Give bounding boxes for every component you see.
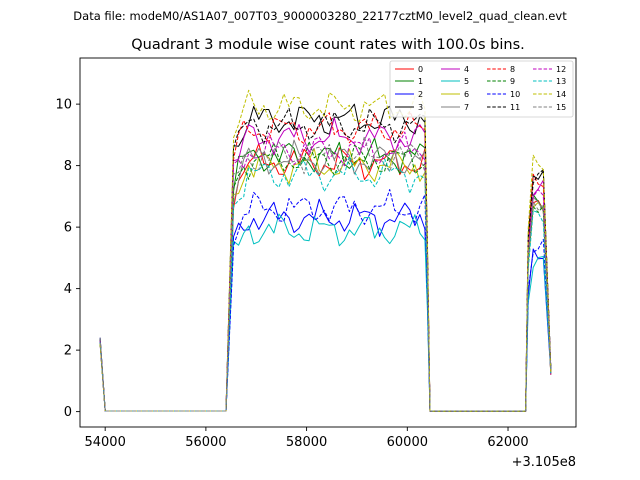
y-tick-label: 2 <box>64 344 72 359</box>
legend-label-13: 13 <box>556 77 566 86</box>
y-tick-label: 0 <box>64 405 72 420</box>
legend-frame <box>389 60 574 118</box>
series-layer <box>99 89 552 412</box>
legend-label-9: 9 <box>510 77 515 86</box>
y-tick-label: 10 <box>55 98 72 113</box>
x-tick-label: 56000 <box>185 435 226 450</box>
legend-label-1: 1 <box>418 77 423 86</box>
legend-label-11: 11 <box>510 103 520 112</box>
y-tick-label: 4 <box>64 282 72 297</box>
legend-label-14: 14 <box>556 90 566 99</box>
series-line-15 <box>99 135 552 412</box>
legend-label-10: 10 <box>510 90 520 99</box>
plot-area <box>79 57 577 428</box>
x-tick-label: 62000 <box>487 435 528 450</box>
legend-label-8: 8 <box>510 65 515 74</box>
y-tick-label: 6 <box>64 221 72 236</box>
legend-label-12: 12 <box>556 65 566 74</box>
y-axis: 0 2 4 6 8 10 <box>55 98 80 420</box>
x-tick-label: 54000 <box>84 435 125 450</box>
x-tick-label: 58000 <box>286 435 327 450</box>
legend-label-15: 15 <box>556 103 566 112</box>
chart-title: Quadrant 3 module wise count rates with … <box>131 37 525 53</box>
legend-label-5: 5 <box>464 77 469 86</box>
legend-label-0: 0 <box>418 65 423 74</box>
axes-frame <box>79 57 577 428</box>
plot-background <box>80 58 576 427</box>
x-axis: 54000 56000 58000 60000 62000 <box>84 427 529 450</box>
legend-label-3: 3 <box>418 103 423 112</box>
x-offset-label: +3.105e8 <box>512 455 576 470</box>
legend-label-6: 6 <box>464 90 469 99</box>
y-tick-label: 8 <box>64 159 72 174</box>
figure-supertitle: Data file: modeM0/AS1A07_007T03_90000032… <box>73 9 567 23</box>
legend-label-4: 4 <box>464 65 469 74</box>
series-line-14 <box>99 89 552 412</box>
legend-label-7: 7 <box>464 103 469 112</box>
legend-label-2: 2 <box>418 90 423 99</box>
x-tick-label: 60000 <box>387 435 428 450</box>
